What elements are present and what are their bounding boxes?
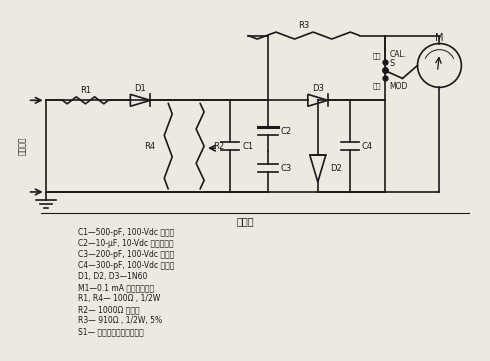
Text: M: M [435,32,444,43]
Text: D1: D1 [134,84,146,93]
Text: 射频输入: 射频输入 [18,137,27,155]
Text: R4: R4 [144,142,155,151]
Text: S1— 中刀双掷弹性遥位开关: S1— 中刀双掷弹性遥位开关 [78,327,144,336]
Text: CAL.: CAL. [390,50,407,59]
Text: C2: C2 [281,127,292,136]
Text: R3: R3 [298,21,310,30]
Text: MOD: MOD [390,82,408,91]
Text: C2—10-μF, 10-Vdc 电解电容器: C2—10-μF, 10-Vdc 电解电容器 [78,239,174,248]
Text: R1, R4— 100Ω , 1/2W: R1, R4— 100Ω , 1/2W [78,294,161,303]
Text: C1—500-pF, 100-Vdc 电容器: C1—500-pF, 100-Vdc 电容器 [78,228,175,237]
Text: C3—200-pF, 100-Vdc 电容器: C3—200-pF, 100-Vdc 电容器 [78,250,175,259]
Text: C1: C1 [242,142,253,151]
Text: D2: D2 [330,164,342,173]
Text: R3— 910Ω , 1/2W, 5%: R3— 910Ω , 1/2W, 5% [78,316,163,325]
Text: D3: D3 [312,84,324,93]
Text: C3: C3 [281,164,292,173]
Text: 元件表: 元件表 [236,216,254,226]
Text: R2: R2 [213,142,224,151]
Text: D1, D2, D3—1N60: D1, D2, D3—1N60 [78,272,148,281]
Text: R1: R1 [80,86,91,95]
Text: 常闭: 常闭 [373,82,382,89]
Text: C4—300-pF, 100-Vdc 电容器: C4—300-pF, 100-Vdc 电容器 [78,261,175,270]
Text: S: S [390,59,395,68]
Text: C4: C4 [362,142,373,151]
Text: 常开: 常开 [373,52,382,59]
Text: R2— 1000Ω 电位器: R2— 1000Ω 电位器 [78,305,140,314]
Text: M1—0.1 mA 直流高速电表: M1—0.1 mA 直流高速电表 [78,283,155,292]
